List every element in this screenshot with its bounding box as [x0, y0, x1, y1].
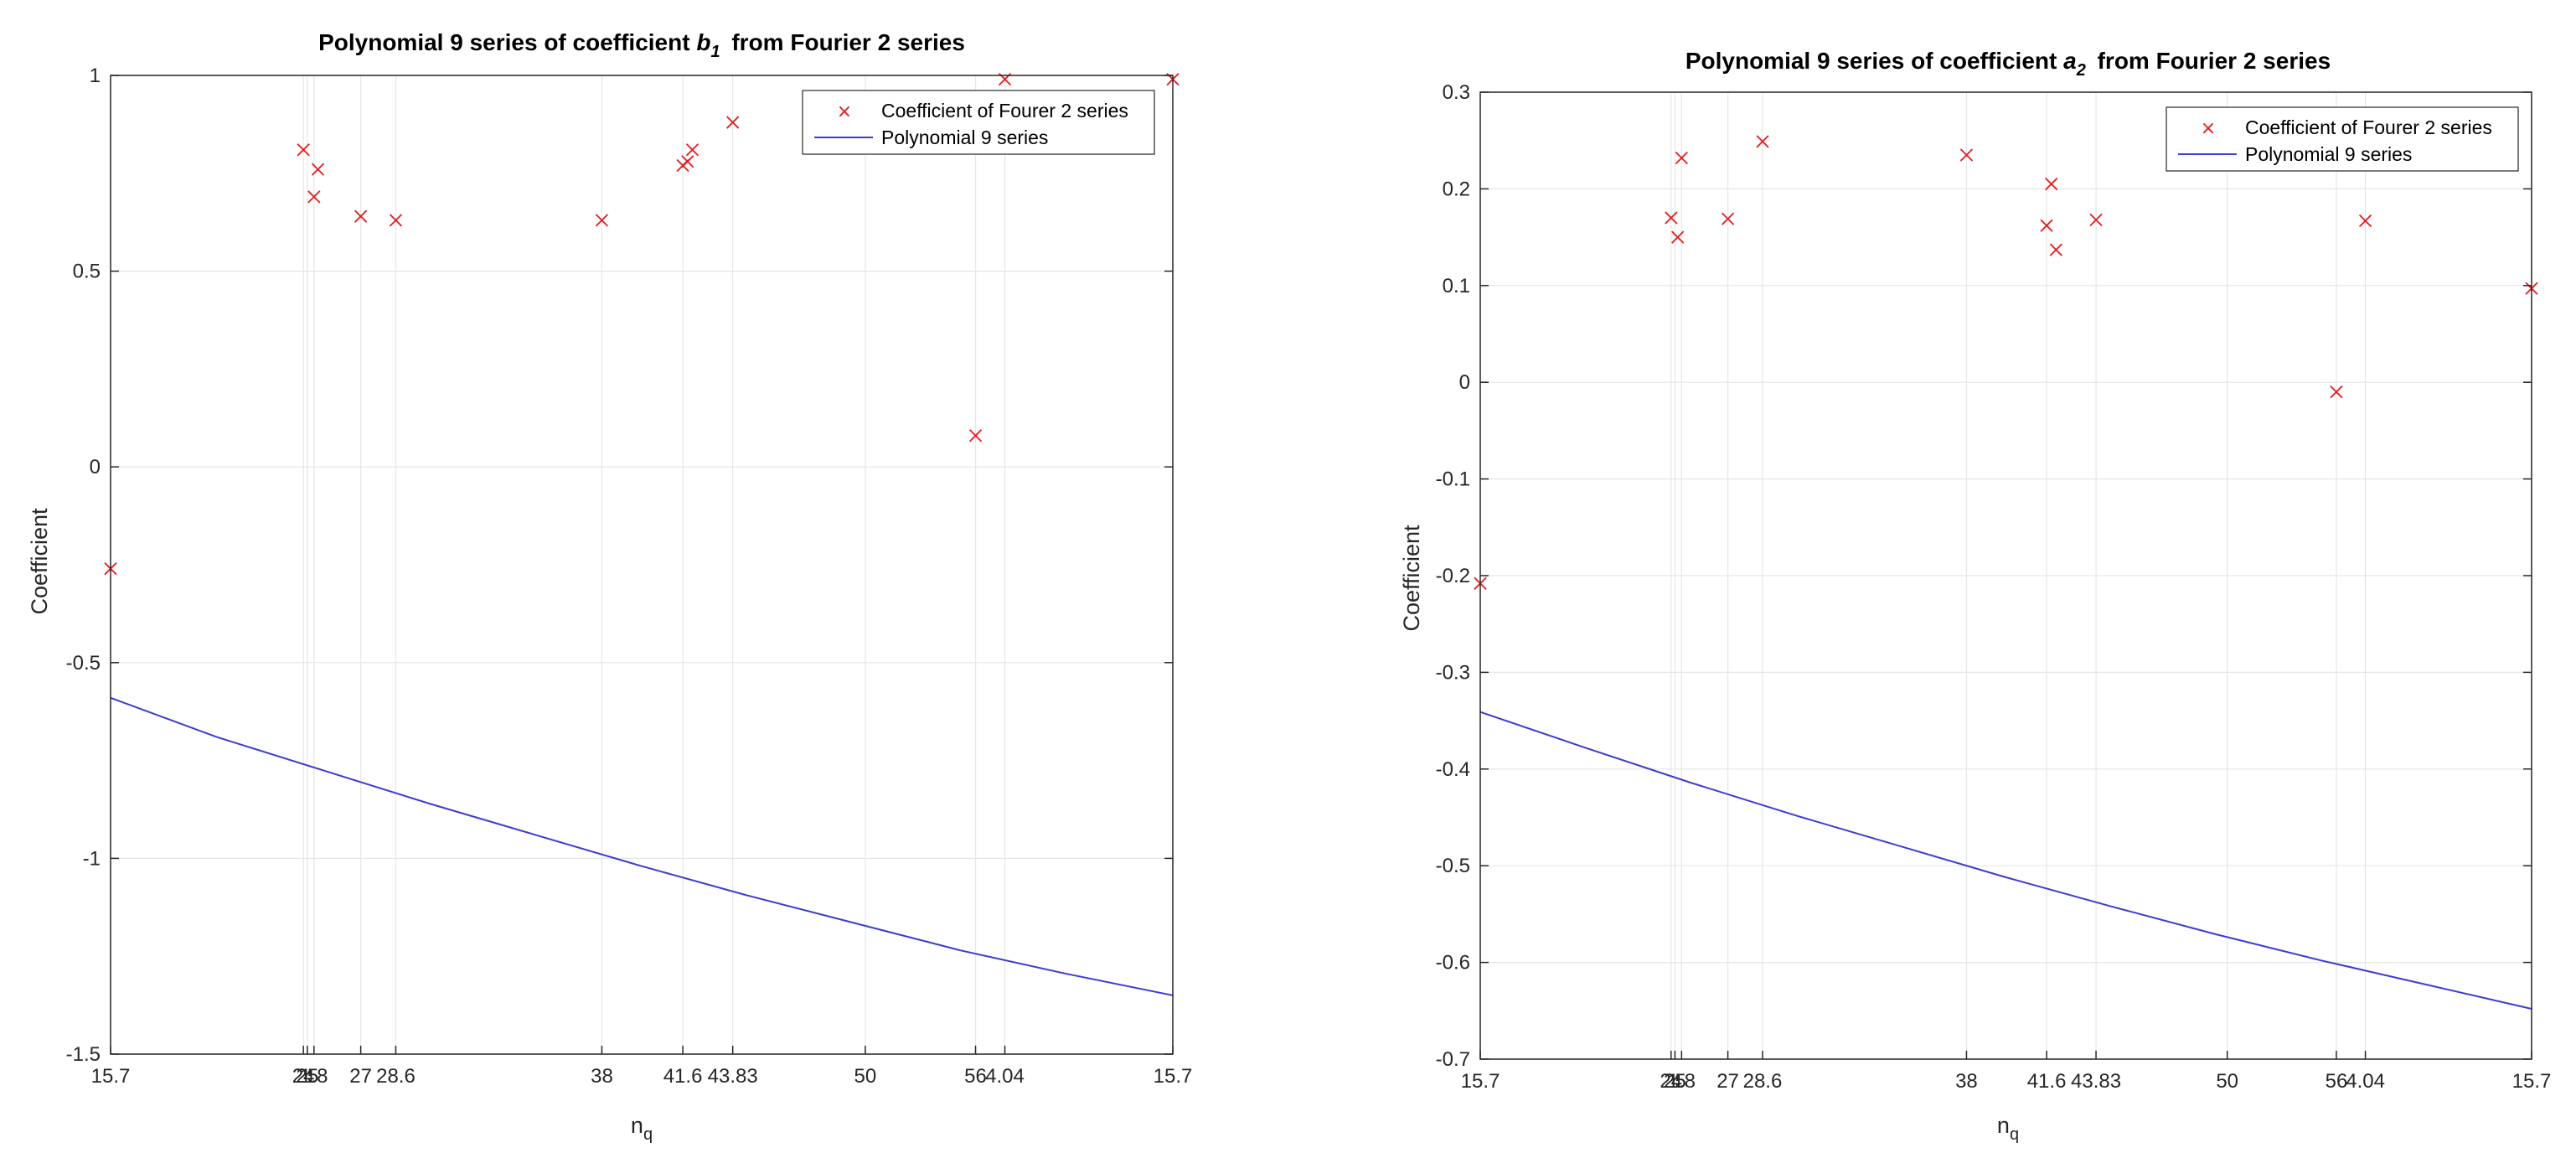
- y-tick-label: 0.5: [73, 261, 101, 283]
- x-tick-label: 38: [1955, 1070, 1978, 1093]
- y-axis-ticks: -0.7 -0.6 -0.5 -0.4 -0.3 -0.2 -0.1 0 0.1 0.2 0.3: [1436, 81, 2532, 1071]
- x-tick-label: 43.83: [2071, 1070, 2121, 1093]
- data-point-marker: [307, 190, 321, 204]
- plot-area: [110, 696, 1174, 996]
- x-tick-label: 15.7: [1154, 1065, 1193, 1088]
- data-point-marker: [2045, 177, 2058, 191]
- data-point-marker: [2040, 219, 2053, 232]
- x-tick-label: 28.6: [376, 1065, 416, 1088]
- data-point-marker: [1959, 148, 1974, 162]
- data-point-marker: [297, 143, 310, 157]
- x-tick-label: 25: [1664, 1070, 1686, 1093]
- x-tick-label: 56: [2326, 1070, 2348, 1093]
- x-tick-label: 50: [2216, 1070, 2238, 1093]
- y-tick-label: -0.4: [1436, 758, 1470, 781]
- plot-area: [1479, 711, 2532, 1010]
- x-tick-label: 15.7: [1461, 1070, 1500, 1093]
- y-tick-label: -1: [83, 847, 101, 870]
- legend-entry-markers: Coefficient of Fourer 2 series: [881, 100, 1128, 121]
- y-axis-label: Coefficient: [27, 508, 52, 615]
- x-tick-label: 41.6: [2027, 1070, 2067, 1093]
- legend-box: [2166, 106, 2519, 172]
- y-tick-label: 0: [90, 456, 101, 478]
- y-tick-label: 0.2: [1443, 178, 1470, 200]
- y-tick-label: -0.2: [1436, 565, 1470, 587]
- data-point-marker: [1756, 135, 1769, 148]
- legend-entry-line: Polynomial 9 series: [881, 127, 1048, 148]
- x-tick-label: 1.8: [300, 1065, 328, 1088]
- data-point-marker: [2049, 243, 2062, 256]
- polynomial-line: [110, 696, 1174, 996]
- x-tick-label: 41.6: [663, 1065, 703, 1088]
- legend-box: [802, 90, 1155, 155]
- legend-entry-markers: Coefficient of Fourer 2 series: [2245, 116, 2492, 138]
- legend-marker-symbol: ×: [2201, 118, 2216, 139]
- chart-title: Polynomial 9 series of coefficient a2 fr…: [1685, 48, 2331, 80]
- x-tick-label: 1.8: [1668, 1070, 1696, 1093]
- chart-b1: Polynomial 9 series of coefficient b1 fr…: [27, 29, 1192, 1144]
- data-point-marker: [595, 214, 609, 227]
- data-point-marker: [2089, 213, 2103, 226]
- y-tick-label: -0.6: [1436, 952, 1470, 974]
- y-axis-label: Coefficient: [1399, 525, 1424, 632]
- data-point-marker: [311, 163, 325, 176]
- legend: × Coefficient of Fourer 2 series Polynom…: [802, 90, 1155, 155]
- x-tick-label: 25: [296, 1065, 318, 1088]
- x-tick-label: 4.04: [2346, 1070, 2385, 1093]
- chart-a2: Polynomial 9 series of coefficient a2 fr…: [1399, 48, 2551, 1144]
- data-point-marker: [681, 155, 694, 168]
- x-tick-label: 27: [1716, 1070, 1739, 1093]
- legend-entry-line: Polynomial 9 series: [2245, 143, 2412, 165]
- axes-frame: [110, 75, 1174, 1055]
- data-point-marker: [354, 209, 368, 223]
- x-axis-label: nq: [1997, 1113, 2019, 1144]
- y-tick-label: 1: [90, 65, 101, 87]
- grid-lines: [110, 75, 1174, 1055]
- chart-title: Polynomial 9 series of coefficient b1 fr…: [318, 29, 965, 62]
- data-point-marker: [2330, 385, 2343, 399]
- y-tick-label: -0.5: [66, 652, 101, 675]
- x-tick-label: 27: [349, 1065, 372, 1088]
- y-tick-label: -0.7: [1436, 1048, 1470, 1071]
- x-tick-label: 43.83: [708, 1065, 758, 1088]
- x-axis-label: nq: [631, 1113, 653, 1144]
- y-tick-label: -0.1: [1436, 468, 1470, 491]
- x-tick-label: 15.7: [91, 1065, 131, 1088]
- data-point-marker: [389, 214, 403, 227]
- x-tick-label: 4.04: [985, 1065, 1025, 1088]
- marker-series: [1474, 135, 2538, 590]
- data-point-marker: [685, 143, 699, 157]
- y-axis-ticks: -1.5 -1 -0.5 0 0.5 1: [66, 65, 1173, 1066]
- legend: × Coefficient of Fourer 2 series Polynom…: [2166, 106, 2519, 172]
- x-tick-label: 38: [591, 1065, 613, 1088]
- y-tick-label: 0.1: [1443, 275, 1470, 297]
- data-point-marker: [1671, 230, 1685, 244]
- y-tick-label: -0.3: [1436, 661, 1470, 684]
- x-tick-label: 24: [1660, 1070, 1682, 1093]
- y-tick-label: 0.3: [1443, 81, 1470, 104]
- y-tick-label: 0: [1459, 371, 1470, 394]
- x-tick-label: 56: [964, 1065, 987, 1088]
- grid-lines: [1479, 91, 2532, 1060]
- data-point-marker: [1721, 212, 1735, 225]
- legend-marker-symbol: ×: [837, 101, 852, 122]
- x-tick-label: 15.7: [2512, 1070, 2552, 1093]
- x-tick-label: 24: [292, 1065, 315, 1088]
- y-tick-label: -1.5: [66, 1043, 101, 1066]
- data-point-marker: [1675, 151, 1688, 165]
- data-point-marker: [968, 429, 983, 442]
- x-tick-label: 28.6: [1743, 1070, 1783, 1093]
- data-point-marker: [2358, 214, 2372, 228]
- data-point-marker: [1665, 211, 1678, 225]
- data-point-marker: [726, 116, 740, 129]
- x-tick-label: 50: [854, 1065, 877, 1088]
- y-tick-label: -0.5: [1436, 855, 1470, 877]
- polynomial-line: [1479, 711, 2532, 1010]
